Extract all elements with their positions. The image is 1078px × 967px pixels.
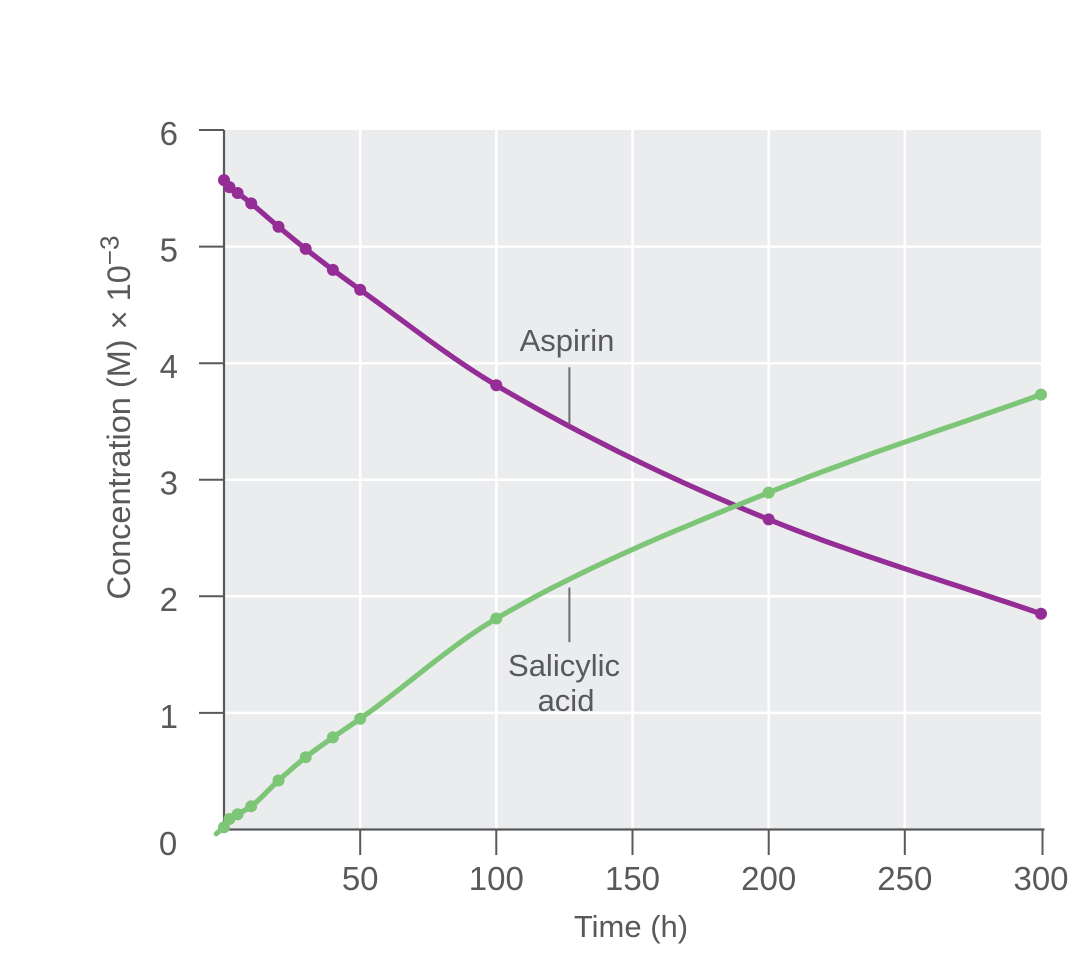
svg-text:Concentration (M) × 10−3: Concentration (M) × 10−3 bbox=[95, 236, 138, 600]
svg-text:0: 0 bbox=[159, 825, 177, 862]
svg-text:Time (h): Time (h) bbox=[574, 909, 688, 944]
svg-text:6: 6 bbox=[160, 115, 178, 152]
svg-text:Salicylic: Salicylic bbox=[508, 648, 620, 683]
svg-text:300: 300 bbox=[1013, 860, 1068, 897]
svg-text:150: 150 bbox=[605, 860, 660, 897]
svg-text:200: 200 bbox=[741, 860, 796, 897]
svg-text:3: 3 bbox=[160, 465, 178, 502]
svg-text:4: 4 bbox=[160, 348, 178, 385]
svg-text:Aspirin: Aspirin bbox=[520, 323, 615, 358]
svg-text:50: 50 bbox=[342, 860, 379, 897]
svg-text:acid: acid bbox=[538, 683, 595, 718]
svg-text:2: 2 bbox=[160, 581, 178, 618]
svg-text:250: 250 bbox=[877, 860, 932, 897]
svg-text:5: 5 bbox=[160, 231, 178, 268]
svg-text:100: 100 bbox=[469, 860, 524, 897]
svg-text:1: 1 bbox=[160, 698, 178, 735]
